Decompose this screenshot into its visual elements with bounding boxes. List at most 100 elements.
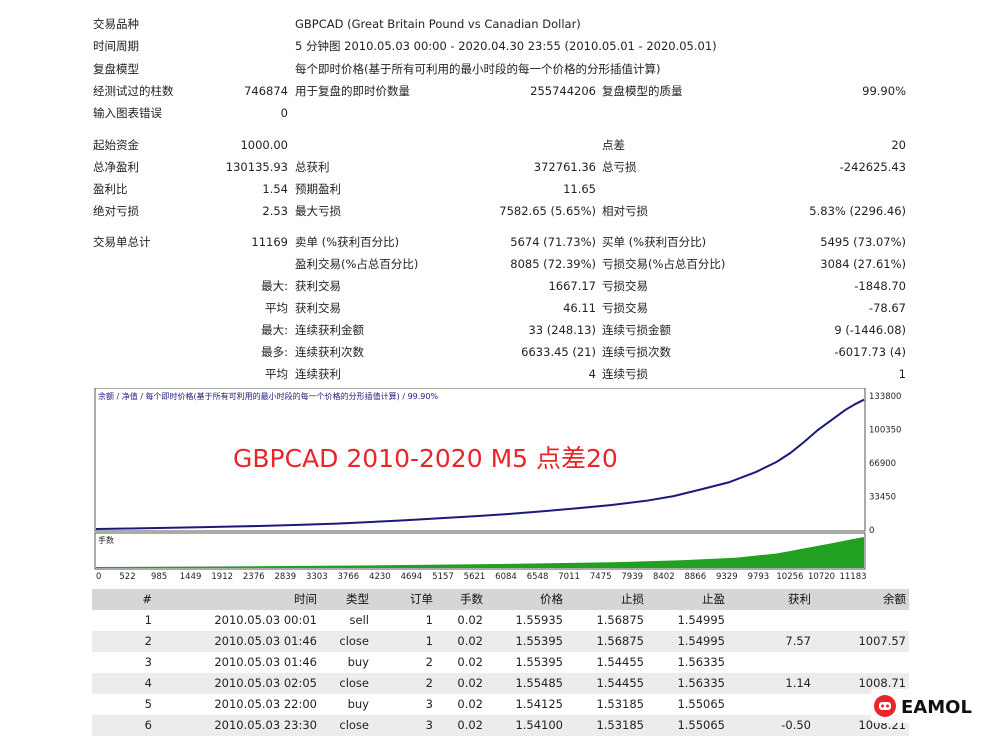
col-header-type[interactable]: 类型 — [346, 592, 369, 606]
symbol-label: 交易品种 — [93, 17, 139, 31]
trades-table-header: # 时间 类型 订单 手数 价格 止损 止盈 获利 余额 — [92, 589, 909, 610]
table-cell: 4 — [144, 676, 152, 690]
table-row[interactable]: 6 2010.05.03 23:30 close 3 0.02 1.54100 1.5318… — [92, 715, 909, 736]
x-tick-label: 6084 — [495, 572, 517, 582]
loss-trades-label: 亏损交易(%占总百分比) — [602, 257, 726, 271]
col-header-number[interactable]: # — [142, 592, 152, 606]
table-cell: 1.55395 — [515, 655, 563, 669]
largest-profit-value: 1667.17 — [548, 279, 596, 293]
x-tick-label: 2376 — [243, 572, 265, 582]
table-cell: 1.54125 — [515, 697, 563, 711]
long-trades-label: 买单 (%获利百分比) — [602, 235, 707, 249]
short-trades-value: 5674 (71.73%) — [510, 235, 596, 249]
table-row[interactable]: 4 2010.05.03 02:05 close 2 0.02 1.55485 1.5445… — [92, 673, 909, 694]
table-cell: 1.53185 — [596, 718, 644, 732]
x-tick-label: 3303 — [306, 572, 328, 582]
x-tick-label: 522 — [119, 572, 135, 582]
table-row[interactable]: 2 2010.05.03 01:46 close 1 0.02 1.55395 1.5687… — [92, 631, 909, 652]
table-cell: 1.55065 — [677, 718, 725, 732]
abs-dd-label: 绝对亏损 — [93, 204, 139, 218]
col-header-order[interactable]: 订单 — [410, 592, 433, 606]
abs-dd-value: 2.53 — [262, 204, 288, 218]
x-tick-label: 9793 — [748, 572, 770, 582]
gross-profit-label: 总获利 — [295, 160, 330, 174]
symbol-value: GBPCAD (Great Britain Pound vs Canadian … — [295, 17, 581, 31]
col-header-profit[interactable]: 获利 — [788, 592, 811, 606]
bars-value: 746874 — [244, 84, 288, 98]
bars-label: 经测试过的柱数 — [93, 84, 174, 98]
table-cell: 5 — [144, 697, 152, 711]
table-row[interactable]: 3 2010.05.03 01:46 buy 2 0.02 1.55395 1.54455 1… — [92, 652, 909, 673]
table-cell: 2 — [425, 655, 433, 669]
x-tick-label: 0 — [96, 572, 101, 582]
quality-value: 99.90% — [862, 84, 906, 98]
table-row[interactable]: 5 2010.05.03 22:00 buy 3 0.02 1.54125 1.53185 1… — [92, 694, 909, 715]
gross-loss-value: -242625.43 — [839, 160, 906, 174]
max-consec-wins-value: 33 (248.13) — [528, 323, 596, 337]
net-profit-label: 总净盈利 — [93, 160, 139, 174]
largest-prefix: 最大: — [261, 279, 288, 293]
average-prefix: 平均 — [265, 301, 288, 315]
table-cell: 1.54100 — [515, 718, 563, 732]
max-consec-losses-value: 9 (-1446.08) — [834, 323, 906, 337]
max-consec-profit-value: 6633.45 (21) — [521, 345, 596, 359]
errors-value: 0 — [280, 106, 288, 120]
table-row[interactable]: 1 2010.05.03 00:01 sell 1 0.02 1.55935 1.56875… — [92, 610, 909, 631]
table-cell: 3 — [144, 655, 152, 669]
balance-line — [95, 398, 865, 530]
spread-value: 20 — [891, 138, 906, 152]
x-tick-label: 1449 — [180, 572, 202, 582]
col-header-lots[interactable]: 手数 — [460, 592, 483, 606]
table-cell: 2010.05.03 01:46 — [214, 634, 317, 648]
table-cell: 1.55065 — [677, 697, 725, 711]
col-header-balance[interactable]: 余额 — [883, 592, 906, 606]
expected-payoff-label: 预期盈利 — [295, 182, 341, 196]
table-cell: 0.02 — [457, 697, 483, 711]
col-header-time[interactable]: 时间 — [294, 592, 317, 606]
ticks-value: 255744206 — [530, 84, 596, 98]
table-cell: close — [339, 634, 369, 648]
table-cell: 1.55935 — [515, 613, 563, 627]
col-header-sl[interactable]: 止损 — [621, 592, 644, 606]
table-cell — [725, 694, 811, 715]
x-tick-label: 1912 — [211, 572, 233, 582]
table-cell: 2010.05.03 00:01 — [214, 613, 317, 627]
table-cell: 1 — [425, 613, 433, 627]
table-cell — [725, 610, 811, 631]
avg-consec-wins-label: 连续获利 — [295, 367, 341, 381]
avg-consec-wins-value: 4 — [588, 367, 596, 381]
largest-profit-label: 获利交易 — [295, 279, 341, 293]
table-cell: 1.54995 — [677, 613, 725, 627]
table-cell: 2010.05.03 23:30 — [214, 718, 317, 732]
x-tick-label: 8402 — [653, 572, 675, 582]
table-cell: buy — [347, 655, 369, 669]
balance-chart: 余额 / 净值 / 每个即时价格(基于所有可利用的最小时段的每一个价格的分形插值… — [93, 387, 908, 584]
expected-payoff-value: 11.65 — [563, 182, 596, 196]
x-tick-label: 9329 — [716, 572, 738, 582]
table-cell: 2010.05.03 02:05 — [214, 676, 317, 690]
deposit-value: 1000.00 — [240, 138, 288, 152]
x-tick-label: 985 — [151, 572, 167, 582]
y-tick-label: 33450 — [869, 493, 896, 503]
short-trades-label: 卖单 (%获利百分比) — [295, 235, 400, 249]
x-tick-label: 8866 — [684, 572, 706, 582]
x-tick-label: 5621 — [464, 572, 486, 582]
table-cell: 0.02 — [457, 634, 483, 648]
y-tick-label: 0 — [869, 526, 874, 536]
table-cell: 1008.71 — [858, 676, 906, 690]
x-tick-label: 3766 — [337, 572, 359, 582]
table-cell: 2 — [425, 676, 433, 690]
spread-label: 点差 — [602, 138, 625, 152]
table-cell: buy — [347, 697, 369, 711]
errors-label: 输入图表错误 — [93, 106, 162, 120]
table-cell: 2010.05.03 22:00 — [214, 697, 317, 711]
table-cell — [811, 610, 906, 631]
col-header-tp[interactable]: 止盈 — [702, 592, 725, 606]
deposit-label: 起始资金 — [93, 138, 139, 152]
x-tick-label: 6548 — [527, 572, 549, 582]
table-cell: 1.14 — [785, 676, 811, 690]
most-prefix: 最多: — [261, 345, 288, 359]
table-cell: 1.54995 — [677, 634, 725, 648]
table-cell: 1 — [425, 634, 433, 648]
col-header-price[interactable]: 价格 — [540, 592, 563, 606]
